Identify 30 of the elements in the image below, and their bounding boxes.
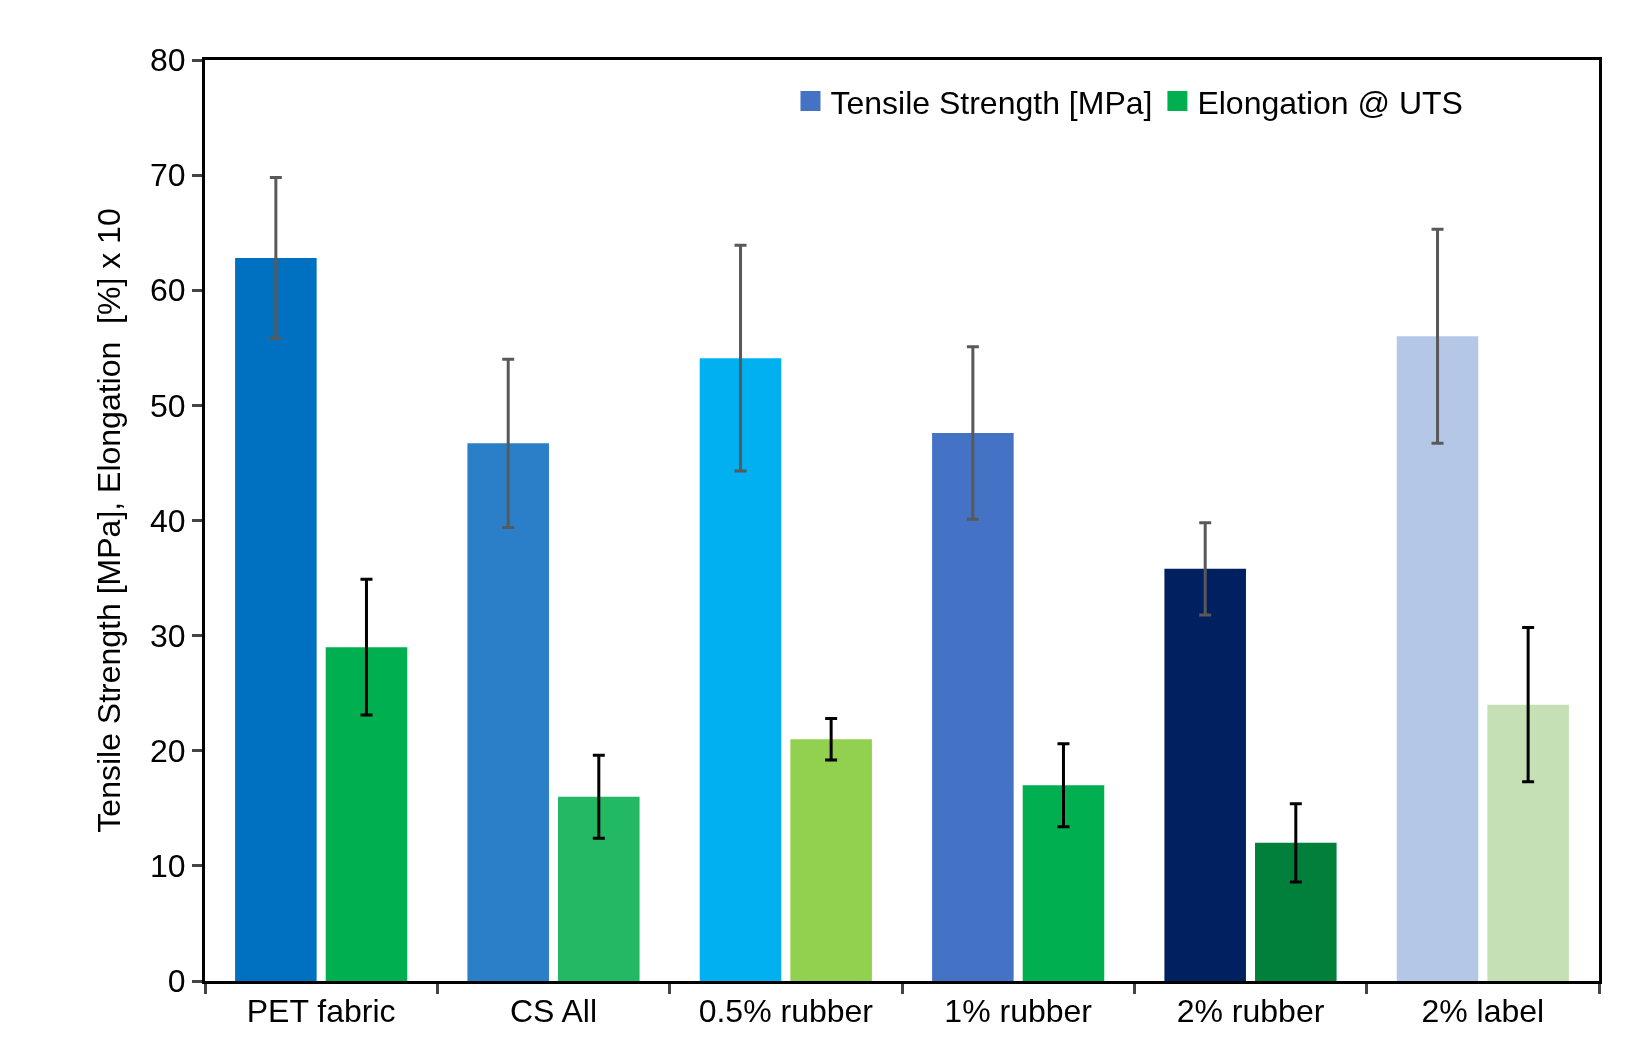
bar: [932, 433, 1014, 981]
x-tick-label: 1% rubber: [944, 993, 1093, 1030]
y-tick-label: 80: [150, 42, 186, 79]
x-tick-label: PET fabric: [246, 993, 396, 1030]
bar: [1487, 704, 1569, 981]
y-tick-label: 20: [150, 732, 186, 769]
legend-label: Tensile Strength [MPa]: [830, 84, 1153, 121]
y-tick-label: 70: [150, 157, 186, 194]
x-tick-label: 2% label: [1421, 993, 1545, 1030]
x-tick-label: CS All: [509, 993, 598, 1030]
bar: [790, 739, 872, 981]
bar: [558, 796, 640, 981]
y-tick-label: 50: [150, 387, 186, 424]
bar: [325, 647, 408, 981]
bar: [467, 443, 549, 981]
y-tick-label: 0: [167, 963, 186, 1000]
legend-label: Elongation @ UTS: [1197, 84, 1463, 121]
bar: [1022, 785, 1105, 981]
bar: [235, 258, 317, 981]
bar: [699, 358, 782, 981]
y-tick-label: 10: [150, 848, 186, 885]
bar: [1255, 842, 1337, 981]
bar: [1164, 568, 1246, 981]
bar: [1396, 336, 1479, 981]
y-axis-title: Tensile Strength [MPa], Elongation [%] x 10: [91, 208, 128, 833]
y-tick-label: 30: [150, 617, 186, 654]
y-tick-label: 40: [150, 502, 186, 539]
x-tick-label: 0.5% rubber: [698, 993, 874, 1030]
y-tick-label: 60: [150, 272, 186, 309]
x-tick-label: 2% rubber: [1176, 993, 1325, 1030]
